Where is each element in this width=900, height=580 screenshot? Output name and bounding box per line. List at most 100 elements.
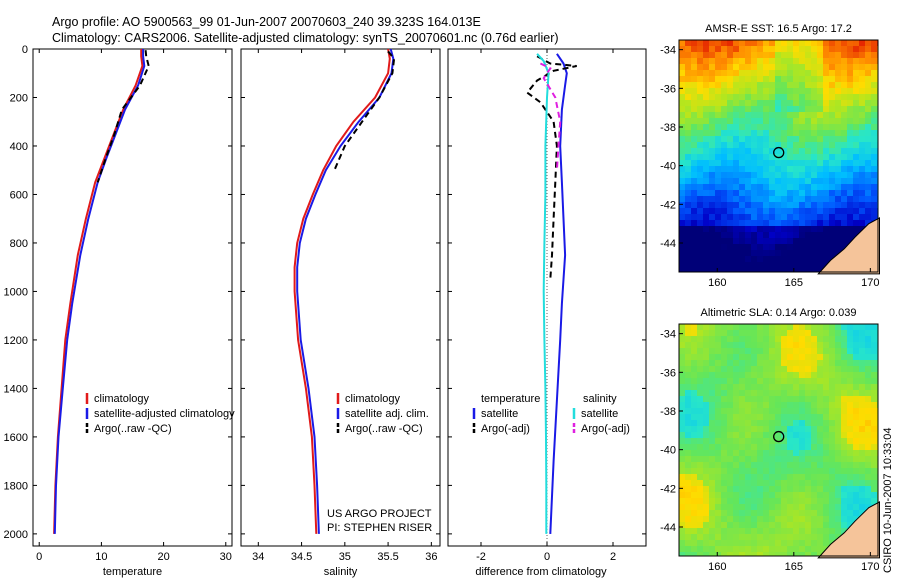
map-cell	[799, 420, 806, 427]
map-cell	[721, 480, 728, 487]
map-cell	[751, 432, 758, 439]
map-cell	[721, 516, 728, 523]
x-tick-label: 34.5	[291, 551, 312, 563]
map-cell	[769, 214, 776, 221]
plot-frame	[240, 48, 441, 547]
map-cell	[805, 160, 812, 167]
map-cell	[835, 360, 842, 367]
map-cell	[841, 414, 848, 421]
map-cell	[745, 378, 752, 385]
map-cell	[721, 184, 728, 191]
map-cell	[715, 76, 722, 83]
map-cell	[781, 426, 788, 433]
map-cell	[817, 232, 824, 239]
map-cell	[691, 552, 698, 557]
map-cell	[697, 486, 704, 493]
map-cell	[823, 498, 830, 505]
map-cell	[745, 396, 752, 403]
map-cell	[823, 46, 830, 53]
map-cell	[787, 324, 794, 331]
map-cell	[793, 534, 800, 541]
map-cell	[805, 70, 812, 77]
map-cell	[709, 262, 716, 269]
map-cell	[727, 384, 734, 391]
map-cell	[817, 244, 824, 251]
map-cell	[739, 106, 746, 113]
map-cell	[709, 220, 716, 227]
map-cell	[781, 360, 788, 367]
map-cell	[757, 214, 764, 221]
map-cell	[709, 432, 716, 439]
map-cell	[781, 378, 788, 385]
map-cell	[817, 160, 824, 167]
map-cell	[793, 456, 800, 463]
map-cell	[763, 420, 770, 427]
map-cell	[745, 456, 752, 463]
map-cell	[721, 546, 728, 553]
map-cell	[721, 100, 728, 107]
map-cell	[727, 100, 734, 107]
map-cell	[751, 124, 758, 131]
map-cell	[715, 166, 722, 173]
map-cell	[769, 366, 776, 373]
legend-title: salinity	[583, 393, 617, 405]
map-cell	[865, 378, 872, 385]
map-cell	[847, 348, 854, 355]
map-cell	[841, 184, 848, 191]
map-cell	[733, 100, 740, 107]
map-cell	[763, 70, 770, 77]
map-cell	[691, 136, 698, 143]
map-cell	[835, 372, 842, 379]
map-cell	[787, 504, 794, 511]
map-cell	[781, 220, 788, 227]
map-cell	[799, 202, 806, 209]
map-cell	[817, 546, 824, 553]
map-cell	[751, 408, 758, 415]
map-cell	[823, 178, 830, 185]
map-cell	[715, 492, 722, 499]
map-cell	[811, 342, 818, 349]
map-cell	[721, 148, 728, 155]
map-cell	[715, 390, 722, 397]
map-cell	[799, 504, 806, 511]
map-cell	[751, 378, 758, 385]
map-cell	[853, 456, 860, 463]
map-cell	[709, 124, 716, 131]
map-cell	[685, 378, 692, 385]
map-cell	[829, 118, 836, 125]
map-cell	[709, 112, 716, 119]
map-cell	[763, 402, 770, 409]
map-cell	[697, 88, 704, 95]
map-cell	[859, 408, 866, 415]
map-cell	[763, 456, 770, 463]
map-cell	[679, 402, 686, 409]
map-cell	[793, 420, 800, 427]
map-cell	[697, 154, 704, 161]
map-cell	[787, 70, 794, 77]
map-cell	[733, 348, 740, 355]
map-cell	[739, 40, 746, 47]
map-cell	[787, 522, 794, 529]
map-cell	[865, 166, 872, 173]
map-cell	[829, 504, 836, 511]
map-cell	[703, 486, 710, 493]
map-cell	[817, 504, 824, 511]
map-cell	[763, 214, 770, 221]
map-cell	[703, 378, 710, 385]
map-cell	[745, 100, 752, 107]
map-cell	[751, 64, 758, 71]
map-cell	[859, 94, 866, 101]
map-cell	[769, 142, 776, 149]
map-cell	[817, 214, 824, 221]
map-cell	[703, 70, 710, 77]
map-cell	[703, 420, 710, 427]
map-cell	[841, 432, 848, 439]
map-cell	[703, 154, 710, 161]
map-cell	[733, 372, 740, 379]
map-cell	[865, 426, 872, 433]
header-line-2: Climatology: CARS2006. Satellite-adjuste…	[52, 31, 559, 45]
map-cell	[721, 498, 728, 505]
map-cell	[697, 202, 704, 209]
map-cell	[859, 336, 866, 343]
map-cell	[703, 226, 710, 233]
